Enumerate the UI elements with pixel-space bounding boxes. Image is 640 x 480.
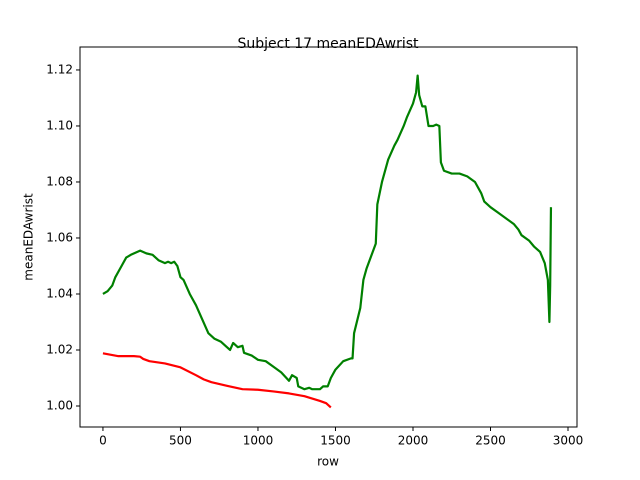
chart-title: Subject 17 meanEDAwrist	[237, 36, 419, 52]
data-line	[102, 74, 553, 391]
y-tick-label: 1.04	[46, 286, 73, 300]
y-tick-label: 1.06	[46, 230, 73, 244]
y-tick-label: 1.08	[46, 174, 73, 188]
x-axis-label: row	[317, 455, 339, 469]
x-tick-label: 3000	[553, 434, 584, 448]
plot-frame	[79, 46, 578, 428]
x-tick-label: 2000	[398, 434, 429, 448]
y-axis-label: meanEDAwrist	[22, 193, 36, 281]
y-tick-label: 1.00	[46, 398, 73, 412]
x-tick-label: 1500	[320, 434, 351, 448]
data-line	[102, 352, 332, 409]
y-tick-label: 1.10	[46, 118, 73, 132]
y-tick-label: 1.02	[46, 342, 73, 356]
x-tick-label: 0	[99, 434, 107, 448]
x-tick-label: 1000	[243, 434, 274, 448]
y-tick-label: 1.12	[46, 62, 73, 76]
x-tick-label: 500	[169, 434, 192, 448]
x-tick-label: 2500	[475, 434, 506, 448]
